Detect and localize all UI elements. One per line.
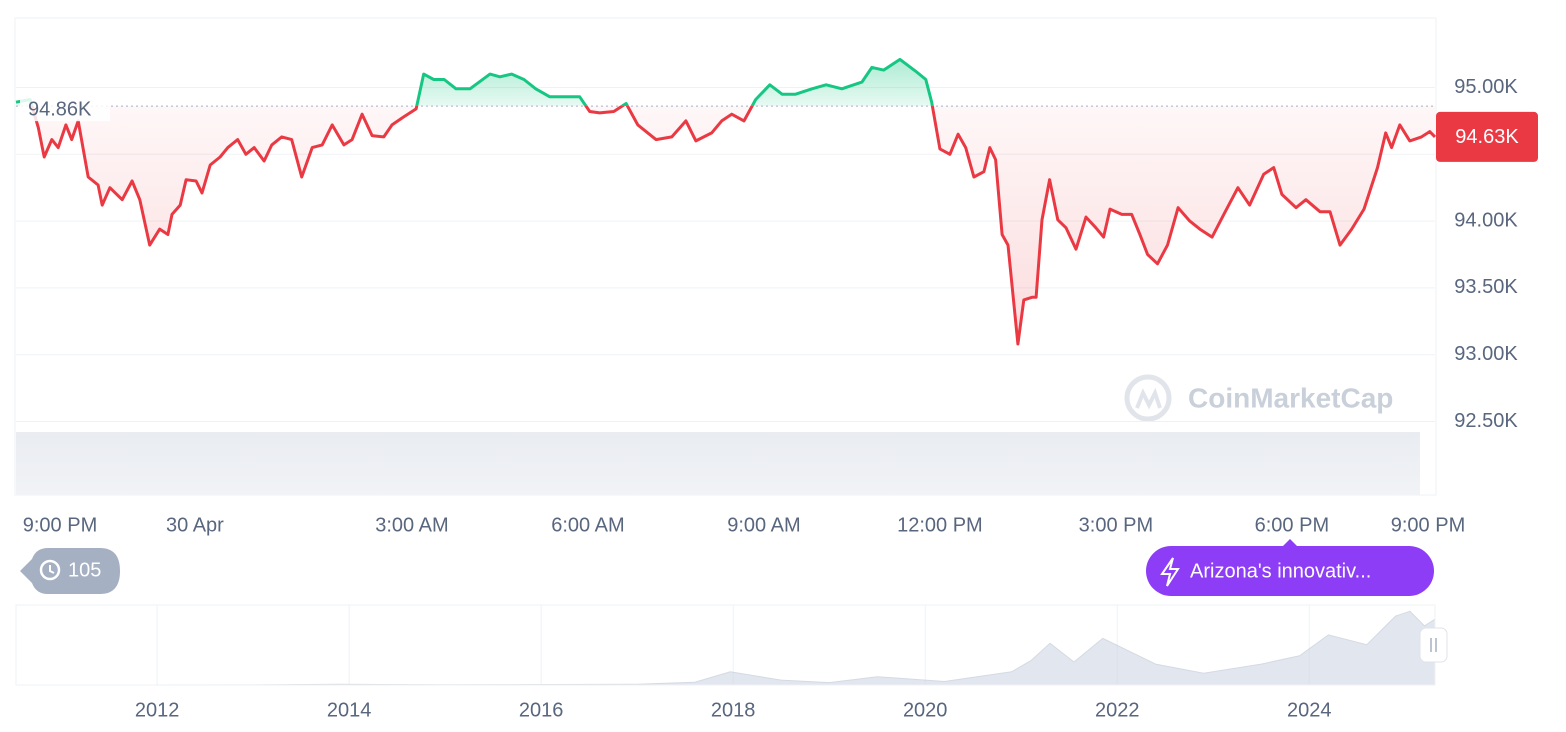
watermark-logo (1124, 374, 1172, 422)
handle-grip (1430, 638, 1437, 652)
x-tick-label: 3:00 AM (375, 514, 448, 536)
plot-frame (14, 17, 1437, 496)
history-count: 105 (68, 559, 101, 581)
x-tick-label: 2018 (711, 699, 756, 721)
badge-shape[interactable] (20, 548, 120, 594)
x-tick-label: 9:00 PM (1391, 514, 1465, 536)
x-tick-label: 9:00 AM (727, 514, 800, 536)
overview-area (22, 610, 1436, 686)
last-price-tag (1436, 111, 1538, 162)
x-tick-label: 30 Apr (166, 514, 224, 536)
y-tick-label: 92.50K (1454, 410, 1518, 432)
clock-hands (49, 565, 55, 574)
price-line (15, 57, 1437, 346)
news-title: Arizona's innovativ... (1190, 560, 1371, 582)
news-badge[interactable]: Arizona's innovativ... (1146, 539, 1434, 596)
x-tick-label: 2012 (135, 699, 180, 721)
y-tick-label: 95.00K (1454, 76, 1518, 98)
last-price-label: 94.63K (1455, 126, 1519, 148)
x-tick-label: 2024 (1287, 699, 1332, 721)
x-tick-label: 9:00 PM (23, 514, 97, 536)
reference-label: 94.86K (28, 98, 92, 120)
y-tick-label: 93.50K (1454, 276, 1518, 298)
y-tick-label: 94.00K (1454, 209, 1518, 231)
x-tick-label: 2016 (519, 699, 564, 721)
y-tick-label: 93.00K (1454, 343, 1518, 365)
x-tick-label: 2022 (1095, 699, 1140, 721)
history-badge[interactable]: 105 (20, 548, 120, 594)
price-area (16, 59, 1435, 345)
x-tick-label: 6:00 AM (551, 514, 624, 536)
x-tick-label: 2020 (903, 699, 948, 721)
x-tick-label: 6:00 PM (1255, 514, 1329, 536)
badge-shape[interactable] (1146, 546, 1434, 596)
x-tick-label: 12:00 PM (897, 514, 983, 536)
x-tick-label: 2014 (327, 699, 372, 721)
x-tick-label: 3:00 PM (1079, 514, 1153, 536)
reference-label-bg (20, 91, 110, 122)
volume-area (16, 432, 1420, 495)
badge-pointer (1283, 539, 1297, 546)
bolt-icon (1160, 557, 1180, 587)
watermark: CoinMarketCap (1188, 382, 1393, 413)
range-handle[interactable] (1419, 627, 1448, 663)
clock-icon (39, 559, 61, 581)
